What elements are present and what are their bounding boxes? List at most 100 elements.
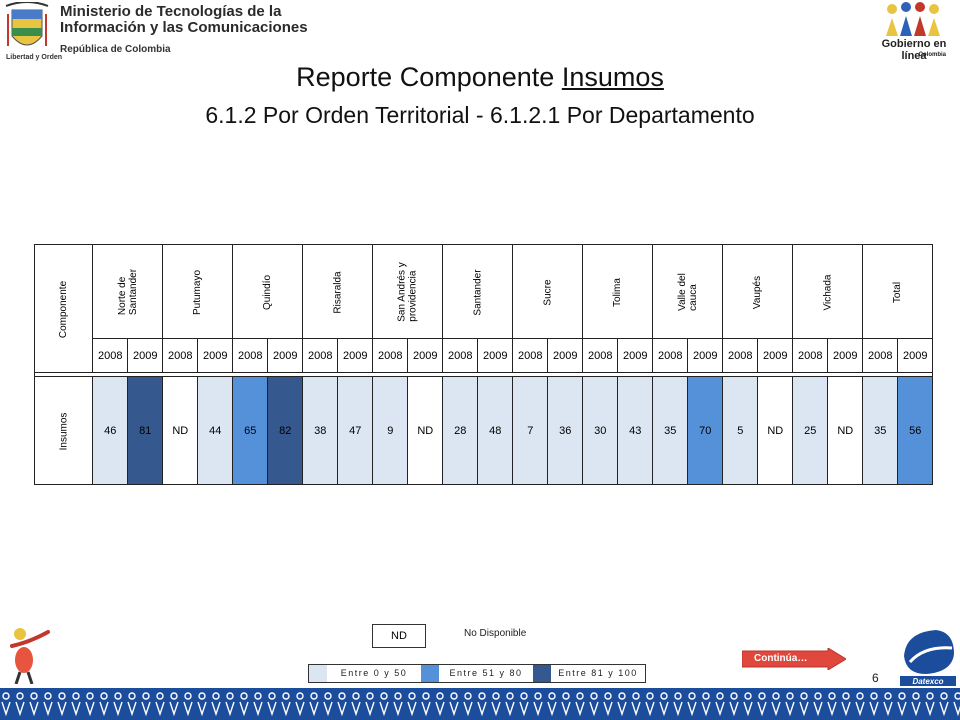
footer-figure-body <box>421 701 431 717</box>
continue-button[interactable] <box>742 648 846 670</box>
year-cell: 2009 <box>757 338 794 373</box>
footer-figure-body <box>911 701 921 717</box>
footer-figure-head <box>744 692 752 700</box>
footer-figure-head <box>632 692 640 700</box>
footer-figure-head <box>478 692 486 700</box>
footer-figure-body <box>869 701 879 717</box>
footer-figure-body <box>323 701 333 717</box>
footer-figure-body <box>505 701 515 717</box>
value-cell: 28 <box>442 376 479 485</box>
footer-figure-head <box>296 692 304 700</box>
title-prefix: Reporte Componente <box>296 62 562 92</box>
footer-figure-body <box>743 701 753 717</box>
value-cell: 36 <box>547 376 584 485</box>
footer-figure-head <box>870 692 878 700</box>
value-cell: 30 <box>582 376 619 485</box>
footer-figure-head <box>604 692 612 700</box>
footer-figure-body <box>491 701 501 717</box>
legend-nd-text: No Disponible <box>464 628 527 639</box>
value-cell: ND <box>407 376 444 485</box>
footer-figure-head <box>226 692 234 700</box>
footer-figure-head <box>198 692 206 700</box>
footer-figure-body <box>155 701 165 717</box>
value-cell: 7 <box>512 376 549 485</box>
footer-figure-body <box>813 701 823 717</box>
footer-figure-body <box>533 701 543 717</box>
department-header-cell: Total <box>862 244 934 339</box>
legend-swatch-high <box>533 665 551 682</box>
year-cell: 2008 <box>862 338 899 373</box>
year-cell: 2008 <box>302 338 339 373</box>
footer-figure-body <box>519 701 529 717</box>
ministry-name: Ministerio de Tecnologías de la Informac… <box>60 4 308 36</box>
footer-figure-head <box>184 692 192 700</box>
footer-figure-body <box>477 701 487 717</box>
footer-figure-body <box>547 701 557 717</box>
year-cell: 2009 <box>337 338 374 373</box>
footer-figure-body <box>785 701 795 717</box>
department-name: Total <box>892 281 904 303</box>
footer-figure-head <box>16 692 24 700</box>
footer-figure-head <box>422 692 430 700</box>
footer-figure-body <box>575 701 585 717</box>
year-cell: 2008 <box>442 338 479 373</box>
footer-figure-head <box>828 692 836 700</box>
footer-figure-body <box>687 701 697 717</box>
footer-figure-head <box>240 692 248 700</box>
footer-figure-body <box>883 701 893 717</box>
department-name: San Andrés y providencia <box>396 261 419 322</box>
year-cell: 2009 <box>197 338 234 373</box>
value-cell: ND <box>827 376 864 485</box>
department-header-cell: Santander <box>442 244 514 339</box>
department-name: Vichada <box>822 274 834 310</box>
footer-figure-head <box>814 692 822 700</box>
value-cell: 65 <box>232 376 269 485</box>
department-header-cell: San Andrés y providencia <box>372 244 444 339</box>
footer-figure-head <box>156 692 164 700</box>
footer-figure-body <box>589 701 599 717</box>
department-header-cell: Quindío <box>232 244 304 339</box>
footer-figure-body <box>295 701 305 717</box>
gobierno-en-linea-logo-icon <box>886 2 940 36</box>
footer-figure-body <box>57 701 67 717</box>
footer-figure-head <box>58 692 66 700</box>
year-cell: 2009 <box>897 338 934 373</box>
footer-figure-head <box>338 692 346 700</box>
footer-figure-body <box>953 701 960 717</box>
footer-figure-body <box>463 701 473 717</box>
row-label: Insumos <box>58 412 70 450</box>
year-cell: 2009 <box>477 338 514 373</box>
footer-figure-body <box>309 701 319 717</box>
footer-figure-body <box>799 701 809 717</box>
department-header-cell: Putumayo <box>162 244 234 339</box>
datexco-logo-icon: Datexco <box>900 630 956 686</box>
colombia-coat-of-arms-icon <box>5 2 49 46</box>
page-number: 6 <box>872 671 879 685</box>
footer-figure-head <box>842 692 850 700</box>
year-cell: 2009 <box>267 338 304 373</box>
footer-figure-body <box>365 701 375 717</box>
department-header-cell: Tolima <box>582 244 654 339</box>
year-cell: 2008 <box>92 338 129 373</box>
footer-figure-body <box>561 701 571 717</box>
footer-figure-head <box>590 692 598 700</box>
motto-text: Libertad y Orden <box>6 54 63 61</box>
footer-figure-head <box>926 692 934 700</box>
footer-figure-body <box>267 701 277 717</box>
footer-figure-body <box>855 701 865 717</box>
value-cell: 46 <box>92 376 129 485</box>
footer-figure-body <box>659 701 669 717</box>
footer-figure-body <box>281 701 291 717</box>
year-cell: 2008 <box>372 338 409 373</box>
department-name: Sucre <box>542 278 554 306</box>
footer-figure-head <box>940 692 948 700</box>
year-cell: 2009 <box>547 338 584 373</box>
footer-figure-head <box>702 692 710 700</box>
footer-figure-body <box>211 701 221 717</box>
value-cell: 48 <box>477 376 514 485</box>
table-row: Insumos 46 81 ND 44 65 82 38 47 9 ND 28 48 7 36 30 43 35 7… <box>33 376 934 485</box>
footer-figure-body <box>337 701 347 717</box>
value-cell: 43 <box>617 376 654 485</box>
footer-figure-head <box>856 692 864 700</box>
footer-figure-body <box>827 701 837 717</box>
